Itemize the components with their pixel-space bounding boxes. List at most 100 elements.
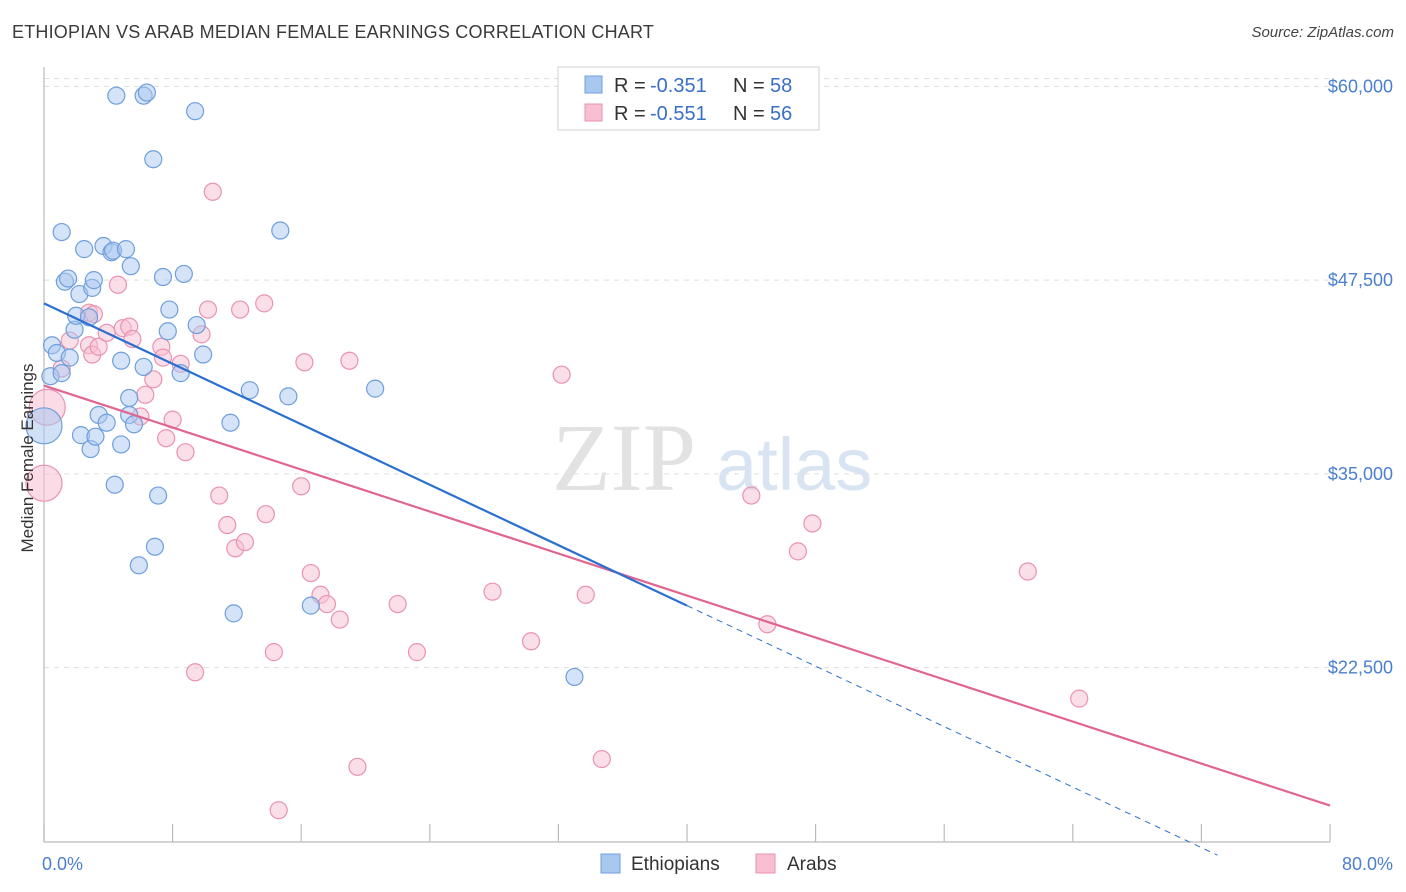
legend-r-ethiopians: -0.351 (650, 75, 707, 97)
legend-r-label-arabs: R = (614, 103, 646, 125)
ethiopians-point-47 (194, 345, 213, 364)
arabs-point-44 (388, 594, 407, 614)
ethiopians-point-48 (221, 413, 240, 432)
arabs-point-56 (1070, 689, 1089, 708)
y-tick-label-0: $22,500 (1328, 658, 1393, 678)
stats-legend: R = -0.351 N = 58 R = -0.551 N = 56 (557, 66, 820, 131)
legend-n-label-ethiopians: N = (733, 75, 765, 97)
y-axis-label: Median Female Earnings (18, 364, 37, 553)
y-tick-label-2: $47,500 (1328, 270, 1393, 290)
y-tick-label-3: $60,000 (1328, 76, 1393, 96)
ethiopians-point-37 (144, 150, 163, 169)
ethiopians-point-26 (112, 351, 131, 370)
x-tick-max: 80.0% (1342, 854, 1393, 874)
y-tick-labels: $22,500 $35,000 $47,500 $60,000 (1328, 76, 1393, 677)
arabs-point-37 (295, 353, 314, 372)
trend-lines (43, 302, 1331, 856)
ethiopians-point-33 (129, 556, 148, 575)
ethiopians-point-7 (59, 269, 78, 288)
ethiopians-point-50 (240, 381, 259, 400)
ethiopians-point-44 (174, 264, 193, 284)
ethiopians-trend-extension (686, 605, 1218, 856)
arabs-point-55 (1018, 562, 1037, 581)
legend-r-label-ethiopians: R = (614, 75, 646, 97)
arabs-point-25 (198, 300, 218, 319)
ethiopians-point-38 (145, 537, 165, 556)
legend-r-arabs: -0.551 (650, 103, 707, 125)
ethiopians-point-0 (25, 407, 63, 445)
arabs-point-33 (256, 505, 275, 524)
arabs-trend-line (43, 384, 1331, 807)
ethiopians-point-51 (271, 221, 290, 240)
legend-swatch-arabs (584, 103, 603, 122)
axes (43, 67, 1331, 843)
ethiopians-point-39 (149, 486, 168, 505)
chart-source: Source: ZipAtlas.com (1251, 24, 1394, 41)
ethiopians-point-45 (186, 102, 205, 121)
arabs-point-22 (176, 443, 195, 462)
ethiopians-point-29 (120, 388, 139, 408)
series-legend: Ethiopians Arabs (600, 853, 837, 875)
arabs-point-54 (803, 514, 822, 533)
ethiopians-point-40 (153, 267, 173, 287)
series-legend-label-ethiopians: Ethiopians (631, 854, 720, 875)
ethiopians-point-32 (124, 415, 144, 434)
ethiopians-point-24 (105, 475, 124, 494)
arabs-point-50 (592, 749, 611, 769)
arabs-point-32 (255, 294, 274, 313)
ethiopians-trend-line (43, 302, 688, 607)
legend-n-arabs: 56 (770, 103, 792, 125)
series-legend-label-arabs: Arabs (787, 854, 837, 875)
arabs-point-23 (186, 663, 205, 682)
arabs-point-45 (407, 643, 427, 662)
y-tick-label-1: $35,000 (1328, 464, 1393, 484)
arabs-point-28 (218, 515, 237, 535)
arabs-point-49 (576, 585, 595, 604)
arabs-point-53 (788, 542, 808, 561)
legend-n-ethiopians: 58 (770, 75, 792, 97)
watermark-zip: ZIP (552, 404, 696, 511)
arabs-point-30 (231, 300, 250, 319)
ethiopians-point-46 (187, 315, 206, 335)
ethiopians-point-18 (86, 427, 105, 446)
arabs-point-36 (292, 477, 311, 496)
ethiopians-point-28 (116, 240, 136, 259)
arabs-point-0 (25, 464, 63, 502)
arabs-point-42 (340, 351, 359, 370)
ethiopians-point-54 (366, 379, 385, 398)
x-tick-labels: 0.0% 80.0% (42, 854, 1393, 874)
ethiopians-point-49 (224, 604, 243, 623)
ethiopians-point-5 (52, 222, 71, 242)
ethiopians-point-34 (134, 357, 153, 377)
series-legend-swatch-arabs (755, 853, 776, 874)
arabs-point-26 (203, 182, 222, 201)
watermark-atlas: atlas (716, 423, 872, 506)
ethiopians-point-14 (79, 308, 99, 327)
ethiopians-point-53 (301, 596, 320, 615)
arabs-point-27 (210, 486, 229, 505)
legend-n-label-arabs: N = (733, 103, 765, 125)
ethiopians-point-17 (84, 271, 103, 290)
ethiopians-point-27 (112, 435, 131, 454)
arabs-point-10 (108, 275, 128, 294)
arabs-point-51 (742, 486, 761, 505)
ethiopians-point-21 (97, 413, 116, 432)
arabs-point-31 (235, 532, 255, 552)
arabs-point-38 (301, 563, 320, 583)
ethiopians-point-41 (158, 322, 177, 341)
arabs-point-47 (521, 632, 541, 651)
arabs-point-35 (269, 801, 288, 820)
ethiopians-point-8 (60, 348, 79, 367)
grid-lines (44, 78, 1330, 669)
arabs-point-34 (264, 643, 283, 662)
arabs-point-15 (136, 385, 155, 404)
series-legend-swatch-ethiopians (600, 853, 621, 874)
arabs-point-8 (89, 337, 108, 356)
ethiopians-point-25 (107, 86, 126, 105)
ethiopians-point-36 (137, 83, 156, 102)
watermark: ZIP atlas (552, 404, 872, 511)
legend-swatch-ethiopians (584, 75, 603, 94)
x-tick-min: 0.0% (42, 854, 83, 874)
